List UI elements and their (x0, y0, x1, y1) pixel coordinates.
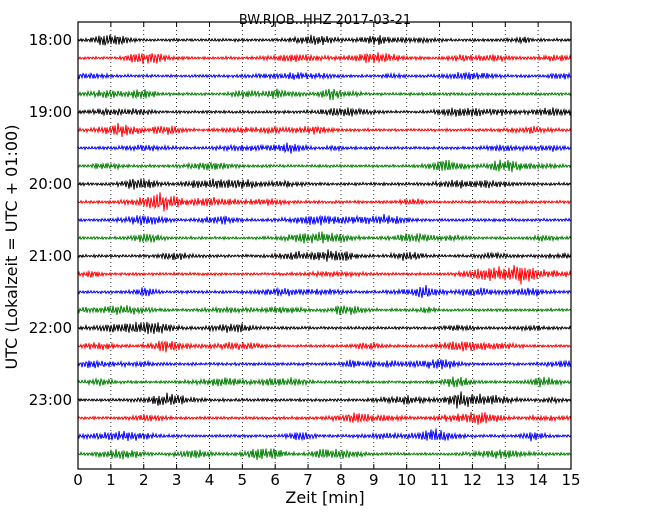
trace-1945 (77, 159, 572, 173)
x-tick-label-0: 0 (73, 471, 83, 489)
y-tick-label-19:00: 19:00 (29, 103, 72, 121)
trace-2215 (77, 340, 572, 353)
trace-2145 (77, 305, 572, 316)
trace-2015 (77, 192, 572, 212)
x-tick-label-10: 10 (397, 471, 416, 489)
trace-2045 (77, 231, 572, 244)
x-tick-label-11: 11 (430, 471, 449, 489)
trace-2230 (77, 359, 572, 370)
x-tick-label-9: 9 (369, 471, 379, 489)
trace-2000 (77, 178, 572, 190)
y-tick-label-22:00: 22:00 (29, 319, 72, 337)
trace-1830 (77, 71, 572, 81)
y-tick-label-20:00: 20:00 (29, 175, 72, 193)
grid-lines (110, 22, 539, 469)
x-tick-label-13: 13 (496, 471, 515, 489)
x-tick-label-15: 15 (561, 471, 580, 489)
trace-2130 (77, 284, 572, 298)
x-tick-label-2: 2 (139, 471, 149, 489)
chart-title: BW.RJOB..HHZ 2017-03-21 (239, 13, 411, 28)
x-tick-label-8: 8 (336, 471, 346, 489)
axis-ticks: 0 1 2 3 4 5 6 7 8 9 10 11 12 13 14 1518:0019:0020:0021:… (29, 22, 581, 489)
y-tick-label-18:00: 18:00 (29, 31, 72, 49)
y-axis-label: UTC (Lokalzeit = UTC + 01:00) (2, 125, 21, 370)
y-tick-label-21:00: 21:00 (29, 247, 72, 265)
trace-2300 (77, 391, 572, 409)
y-tick-label-23:00: 23:00 (29, 391, 72, 409)
trace-2030 (77, 213, 572, 226)
trace-2245 (77, 376, 572, 388)
trace-2100 (77, 249, 572, 262)
trace-1800 (77, 34, 572, 46)
trace-1930 (77, 142, 572, 154)
x-tick-label-1: 1 (106, 471, 116, 489)
x-tick-label-4: 4 (205, 471, 215, 489)
x-tick-label-12: 12 (463, 471, 482, 489)
trace-2115 (77, 264, 572, 285)
x-axis-label: Zeit [min] (285, 488, 364, 507)
x-tick-label-6: 6 (270, 471, 280, 489)
plot-frame (77, 21, 572, 470)
trace-2330 (77, 428, 572, 442)
x-tick-label-5: 5 (238, 471, 248, 489)
trace-1815 (77, 52, 572, 65)
trace-2345 (77, 448, 572, 461)
traces (77, 34, 572, 461)
x-tick-label-3: 3 (172, 471, 182, 489)
trace-2315 (77, 411, 572, 425)
trace-2200 (77, 321, 572, 335)
trace-1900 (77, 107, 572, 117)
trace-1845 (77, 88, 572, 101)
trace-1915 (77, 122, 572, 137)
x-tick-label-14: 14 (529, 471, 548, 489)
x-tick-label-7: 7 (303, 471, 313, 489)
